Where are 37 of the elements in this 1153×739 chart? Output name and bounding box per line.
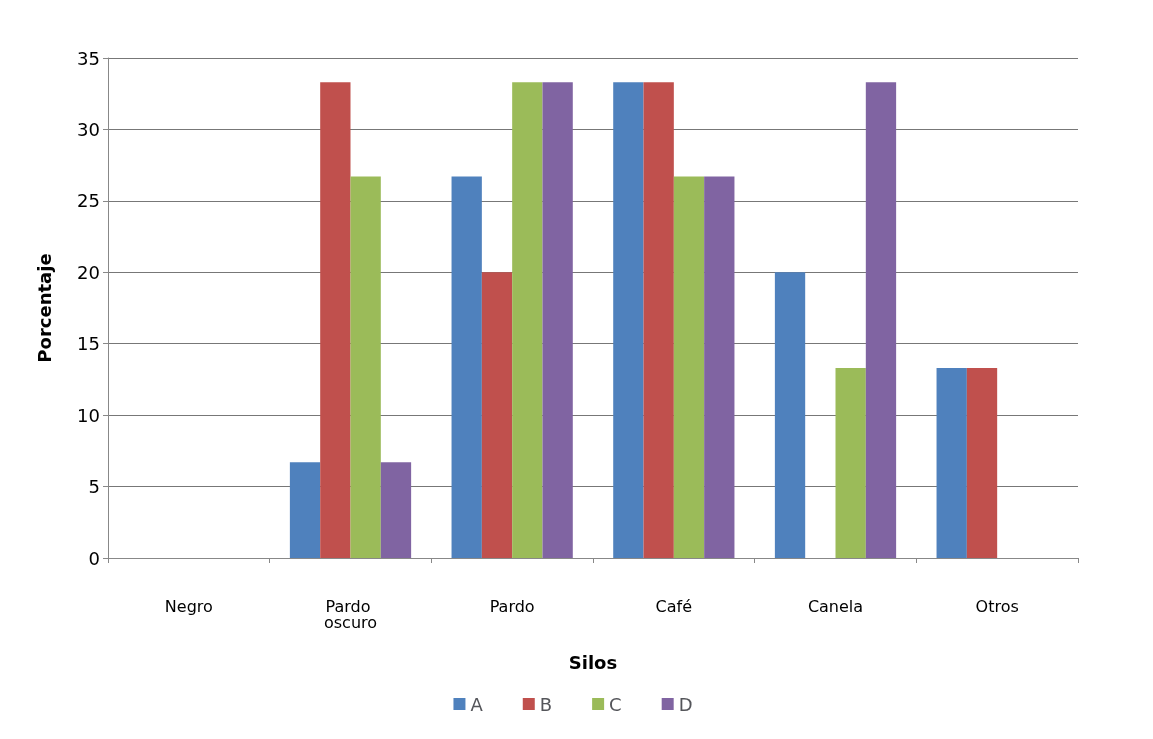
- legend-label: C: [609, 693, 622, 715]
- bar: [380, 462, 412, 558]
- bar: [320, 82, 351, 558]
- bar: [350, 176, 381, 558]
- y-tick-label: 25: [77, 190, 100, 212]
- bar: [481, 272, 513, 558]
- y-tick-label: 0: [88, 547, 100, 569]
- x-tick-label: Pardo: [489, 596, 535, 616]
- y-axis-title: Porcentaje: [33, 253, 55, 363]
- bar: [542, 82, 573, 558]
- x-tick-label: Pardo oscuro: [323, 596, 378, 632]
- x-tick-label: Negro: [164, 596, 213, 616]
- y-tick-label: 10: [77, 404, 100, 426]
- legend-label: D: [678, 693, 693, 715]
- x-axis-title: Silos: [568, 651, 618, 673]
- bar: [451, 176, 482, 558]
- bar: [512, 82, 543, 558]
- bar: [774, 272, 806, 558]
- legend-label: B: [539, 693, 553, 715]
- bar: [673, 176, 705, 558]
- bar: [936, 368, 967, 558]
- bar: [643, 82, 674, 558]
- bar: [865, 82, 897, 558]
- bar: [835, 368, 866, 558]
- y-tick-label: 15: [77, 333, 100, 355]
- bar: [289, 462, 321, 558]
- legend-label: A: [470, 693, 484, 715]
- y-tick-label: 20: [77, 261, 100, 283]
- y-tick-label: 30: [77, 118, 100, 140]
- x-tick-label: Otros: [975, 596, 1019, 616]
- y-tick-label: 5: [88, 476, 100, 498]
- x-tick-label: Canela: [807, 596, 864, 616]
- x-tick-label: Café: [655, 596, 693, 616]
- bar: [613, 82, 644, 558]
- y-tick-label: 35: [77, 47, 100, 69]
- bar: [966, 368, 998, 558]
- bar: [704, 176, 735, 558]
